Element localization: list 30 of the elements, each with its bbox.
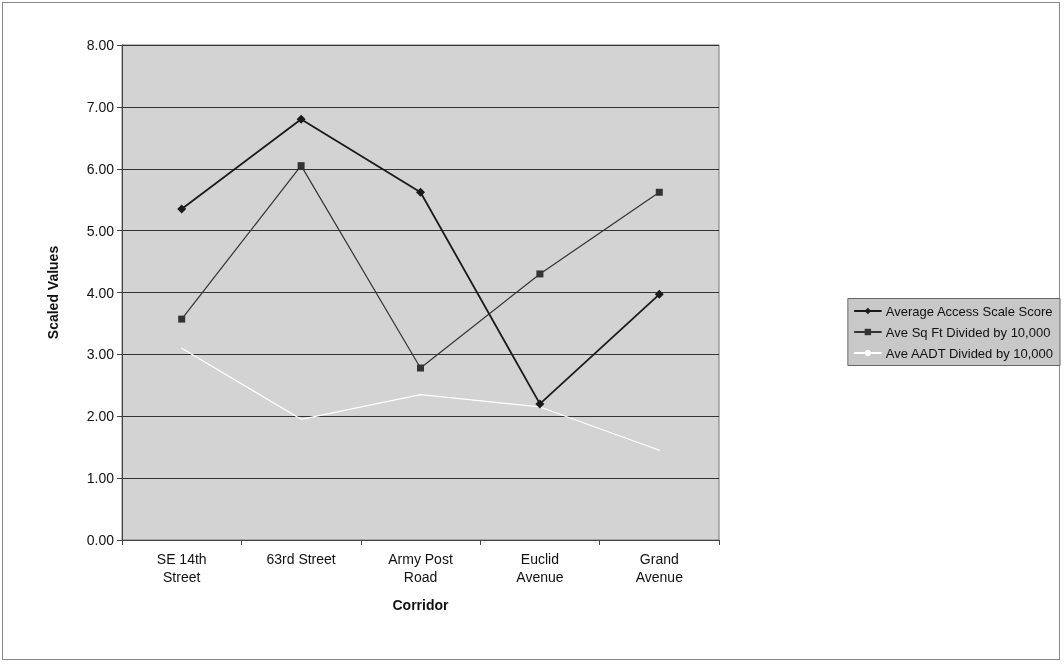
point [178,315,186,323]
y-tick-label: 3.00 [86,346,115,363]
point [535,399,545,409]
x-tick-label: Grand Avenue [635,551,684,585]
y-tick-label: 1.00 [86,470,115,487]
y-tick-label: 2.00 [86,408,115,425]
x-tick-label: SE 14th Street [156,551,207,585]
y-tick-label: 6.00 [86,160,115,177]
point [655,188,663,196]
point [177,204,187,214]
y-axis-title: Scaled Values [45,245,61,340]
legend-label: Average Access Scale Score [885,303,1053,319]
y-tick-label: 4.00 [86,284,115,301]
y-tick-label: 5.00 [86,222,115,239]
line-series [181,347,660,451]
point [417,364,424,372]
point [297,162,305,170]
y-tick-label: 8.00 [86,37,115,53]
point [536,270,544,278]
point [416,187,425,197]
x-axis-title: Corridor [392,597,450,613]
y-tick-label: 7.00 [86,98,115,115]
y-tick-label: 0.00 [86,532,115,548]
x-tick-label: 63rd Street [266,551,336,567]
x-tick-label: Euclid Avenue [516,551,564,585]
point [296,114,306,124]
legend-label: Ave Sq Ft Divided by 10,000 [885,324,1051,340]
legend-label: Ave AADT Divided by 10,000 [885,345,1054,361]
point [654,289,664,299]
x-tick-label: Army Post Road [388,551,453,585]
